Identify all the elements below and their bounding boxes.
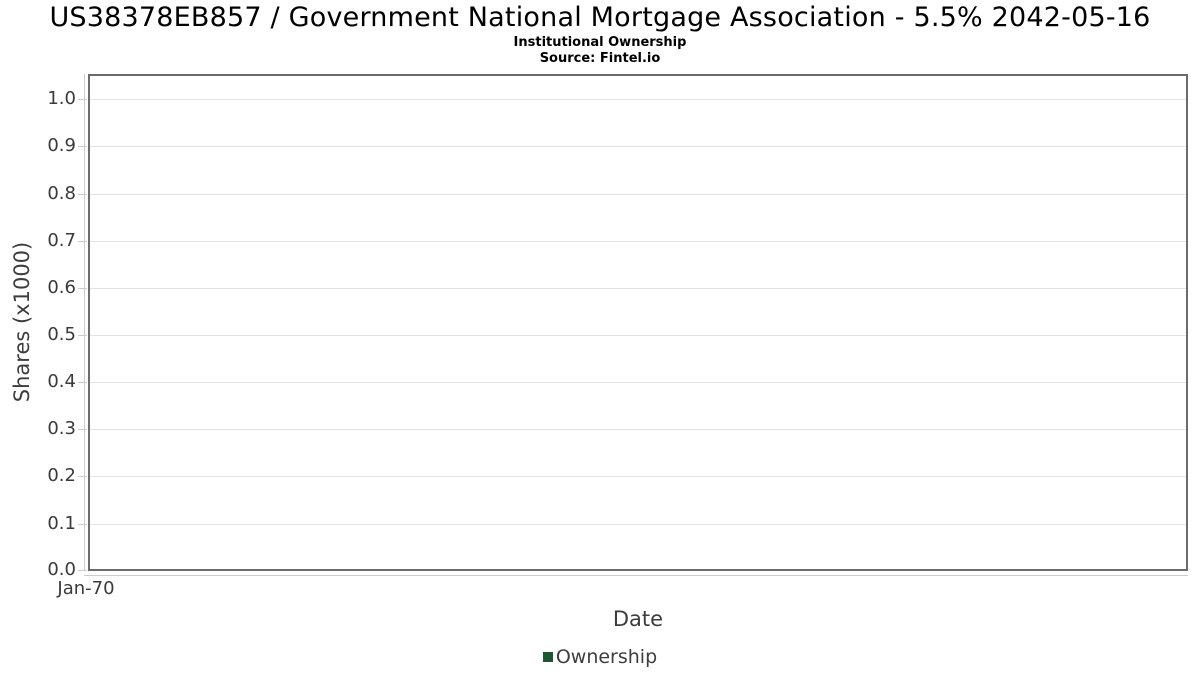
y-tick (78, 241, 87, 242)
plot-area (88, 74, 1188, 571)
y-tick (78, 146, 87, 147)
legend-item-ownership[interactable]: Ownership (542, 646, 658, 668)
gridline-0.1 (90, 524, 1186, 525)
gridline-0.8 (90, 194, 1186, 195)
gridline-0.6 (90, 288, 1186, 289)
legend: Ownership (0, 646, 1200, 668)
gridline-0.7 (90, 241, 1186, 242)
y-tick-label: 0.1 (47, 513, 76, 534)
y-tick (78, 288, 87, 289)
y-tick-label: 1.0 (47, 88, 76, 109)
gridline-0.9 (90, 146, 1186, 147)
y-tick-label: 0.2 (47, 465, 76, 486)
gridline-1.0 (90, 99, 1186, 100)
gridline-0.5 (90, 335, 1186, 336)
y-tick (78, 570, 87, 571)
y-tick (78, 99, 87, 100)
y-axis-line (84, 74, 85, 571)
y-tick-label: 0.7 (47, 230, 76, 251)
gridline-0.4 (90, 382, 1186, 383)
y-tick-label: 0.3 (47, 418, 76, 439)
gridline-0.2 (90, 476, 1186, 477)
chart-subtitle: Institutional Ownership (513, 35, 687, 50)
x-axis-title: Date (612, 607, 664, 631)
y-tick-label: 0.6 (47, 277, 76, 298)
y-tick-label: 0.5 (47, 324, 76, 345)
y-tick-label: 0.9 (47, 135, 76, 156)
legend-label: Ownership (555, 646, 658, 668)
y-tick (78, 382, 87, 383)
y-tick (78, 524, 87, 525)
x-tick-label-jan-70: Jan-70 (57, 578, 115, 599)
y-tick (78, 429, 87, 430)
y-tick (78, 476, 87, 477)
x-axis-line (84, 575, 1188, 576)
y-tick-label: 0.0 (47, 559, 76, 580)
chart-source: Source: Fintel.io (539, 51, 661, 66)
y-axis-title: Shares (x1000) (10, 241, 34, 403)
legend-square-marker-icon (542, 652, 553, 662)
y-tick (78, 335, 87, 336)
chart-title: US38378EB857 / Government National Mortg… (49, 2, 1151, 33)
y-tick-label: 0.4 (47, 371, 76, 392)
y-tick-label: 0.8 (47, 183, 76, 204)
gridline-0.3 (90, 429, 1186, 430)
y-tick (78, 194, 87, 195)
